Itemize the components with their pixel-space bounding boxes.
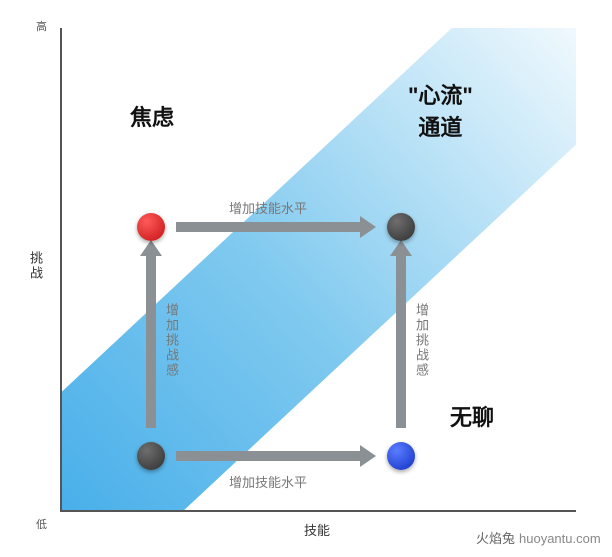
arrow-bottom — [176, 451, 362, 461]
arrow-top-label: 增加技能水平 — [229, 198, 307, 217]
zone-anxiety: 焦虑 — [130, 100, 174, 132]
axis-high-label: 高 — [36, 18, 47, 34]
y-axis-label: 挑战 — [26, 251, 45, 281]
arrow-left — [146, 254, 156, 428]
x-axis — [60, 510, 576, 512]
watermark-en: huoyantu.com — [519, 531, 601, 546]
watermark: 火焰兔 huoyantu.com — [476, 528, 601, 547]
dot-top-left — [137, 213, 165, 241]
dot-bottom-left — [137, 442, 165, 470]
axis-low-label: 低 — [36, 516, 47, 532]
dot-top-right — [387, 213, 415, 241]
dot-bottom-right — [387, 442, 415, 470]
zone-boredom: 无聊 — [450, 400, 494, 432]
arrow-right — [396, 254, 406, 428]
arrow-right-label: 增加挑战感 — [412, 303, 431, 378]
zone-flow: "心流" 通道 — [408, 78, 473, 142]
y-axis — [60, 28, 62, 510]
arrow-bottom-label: 增加技能水平 — [229, 472, 307, 491]
arrow-left-label: 增加挑战感 — [162, 303, 181, 378]
watermark-cn: 火焰兔 — [476, 531, 515, 546]
arrow-top — [176, 222, 362, 232]
x-axis-label: 技能 — [304, 520, 330, 539]
